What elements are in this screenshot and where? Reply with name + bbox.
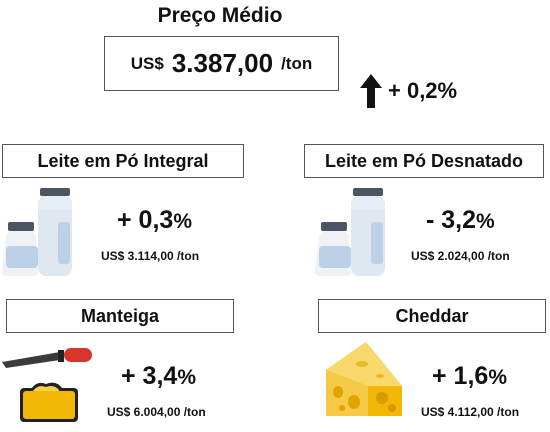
butter-icon <box>2 348 92 422</box>
change-leite-desnatado: - 3,2% <box>426 206 495 234</box>
product-label-cheddar: Cheddar <box>318 299 546 333</box>
average-change-symbol: % <box>437 78 458 103</box>
product-label-manteiga: Manteiga <box>6 299 234 333</box>
product-label-leite-integral: Leite em Pó Integral <box>2 144 244 178</box>
average-change-value: + 0,2 <box>388 78 438 103</box>
cheese-icon <box>326 342 402 416</box>
price-leite-desnatado: US$ 2.024,00 /ton <box>411 249 510 263</box>
change-manteiga: + 3,4% <box>121 362 196 390</box>
change-cheddar: + 1,6% <box>432 362 507 390</box>
average-price-unit: /ton <box>281 53 313 73</box>
price-manteiga: US$ 6.004,00 /ton <box>107 405 206 419</box>
price-cheddar: US$ 4.112,00 /ton <box>421 405 520 419</box>
arrow-up-icon <box>360 74 382 108</box>
change-leite-integral: + 0,3% <box>117 206 192 234</box>
page-title: Preço Médio <box>157 4 283 27</box>
milk-bottles-icon <box>315 188 385 276</box>
milk-bottles-icon <box>2 188 72 276</box>
average-price-value: 3.387,00 <box>171 48 274 78</box>
average-price-box: US$ 3.387,00 /ton <box>104 36 339 91</box>
average-price-currency: US$ <box>130 53 164 73</box>
product-label-leite-desnatado: Leite em Pó Desnatado <box>304 144 544 178</box>
average-price-change: + 0,2% <box>360 74 457 108</box>
price-leite-integral: US$ 3.114,00 /ton <box>101 249 200 263</box>
